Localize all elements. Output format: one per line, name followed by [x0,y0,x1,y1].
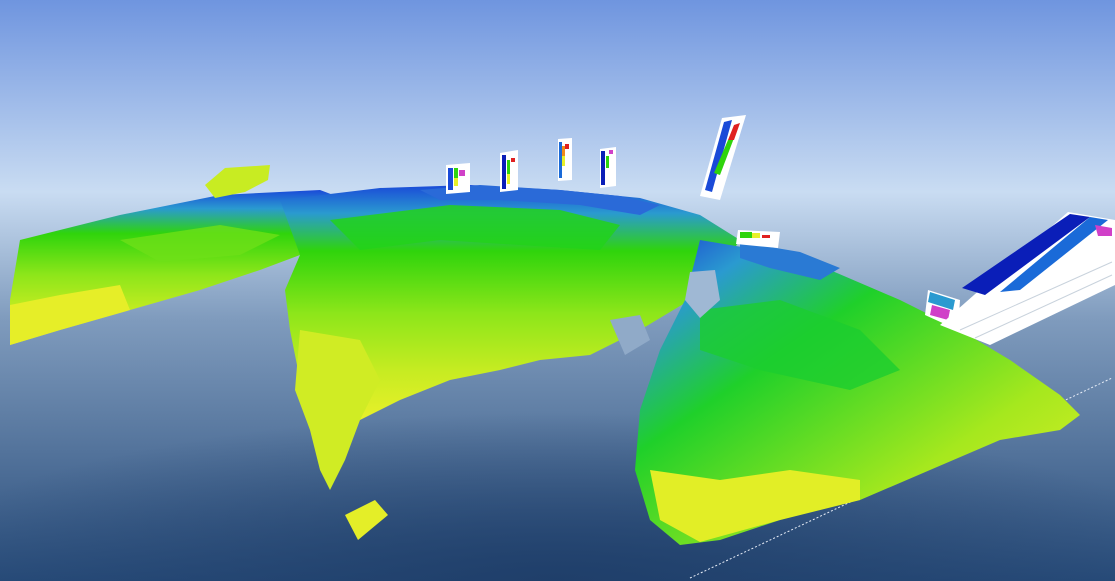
well-logs[interactable] [446,115,1115,345]
well-log-8[interactable] [940,212,1115,345]
surface-green-band-2 [700,300,900,390]
surface-green-band-3 [120,225,280,262]
surface-green-band-1 [330,205,620,250]
surface-hole-2 [610,315,650,355]
surface-small-block [345,500,388,540]
surface-blue-ridge-right [740,242,840,280]
well-log-4[interactable] [600,147,616,188]
voxel-surface[interactable] [10,165,1080,545]
surface-lower-left [295,330,380,490]
well-log-1[interactable] [446,163,470,194]
well-log-5[interactable] [700,115,746,200]
surface-peninsula [205,165,270,198]
well-log-2[interactable] [500,150,518,192]
well-log-3[interactable] [558,138,572,181]
surface-edge-left [10,285,130,345]
well-log-6[interactable] [736,230,780,248]
surface-hole-1 [685,270,720,318]
surface-edge-bottom-right [650,470,860,542]
surface-blue-ridge [420,185,660,215]
